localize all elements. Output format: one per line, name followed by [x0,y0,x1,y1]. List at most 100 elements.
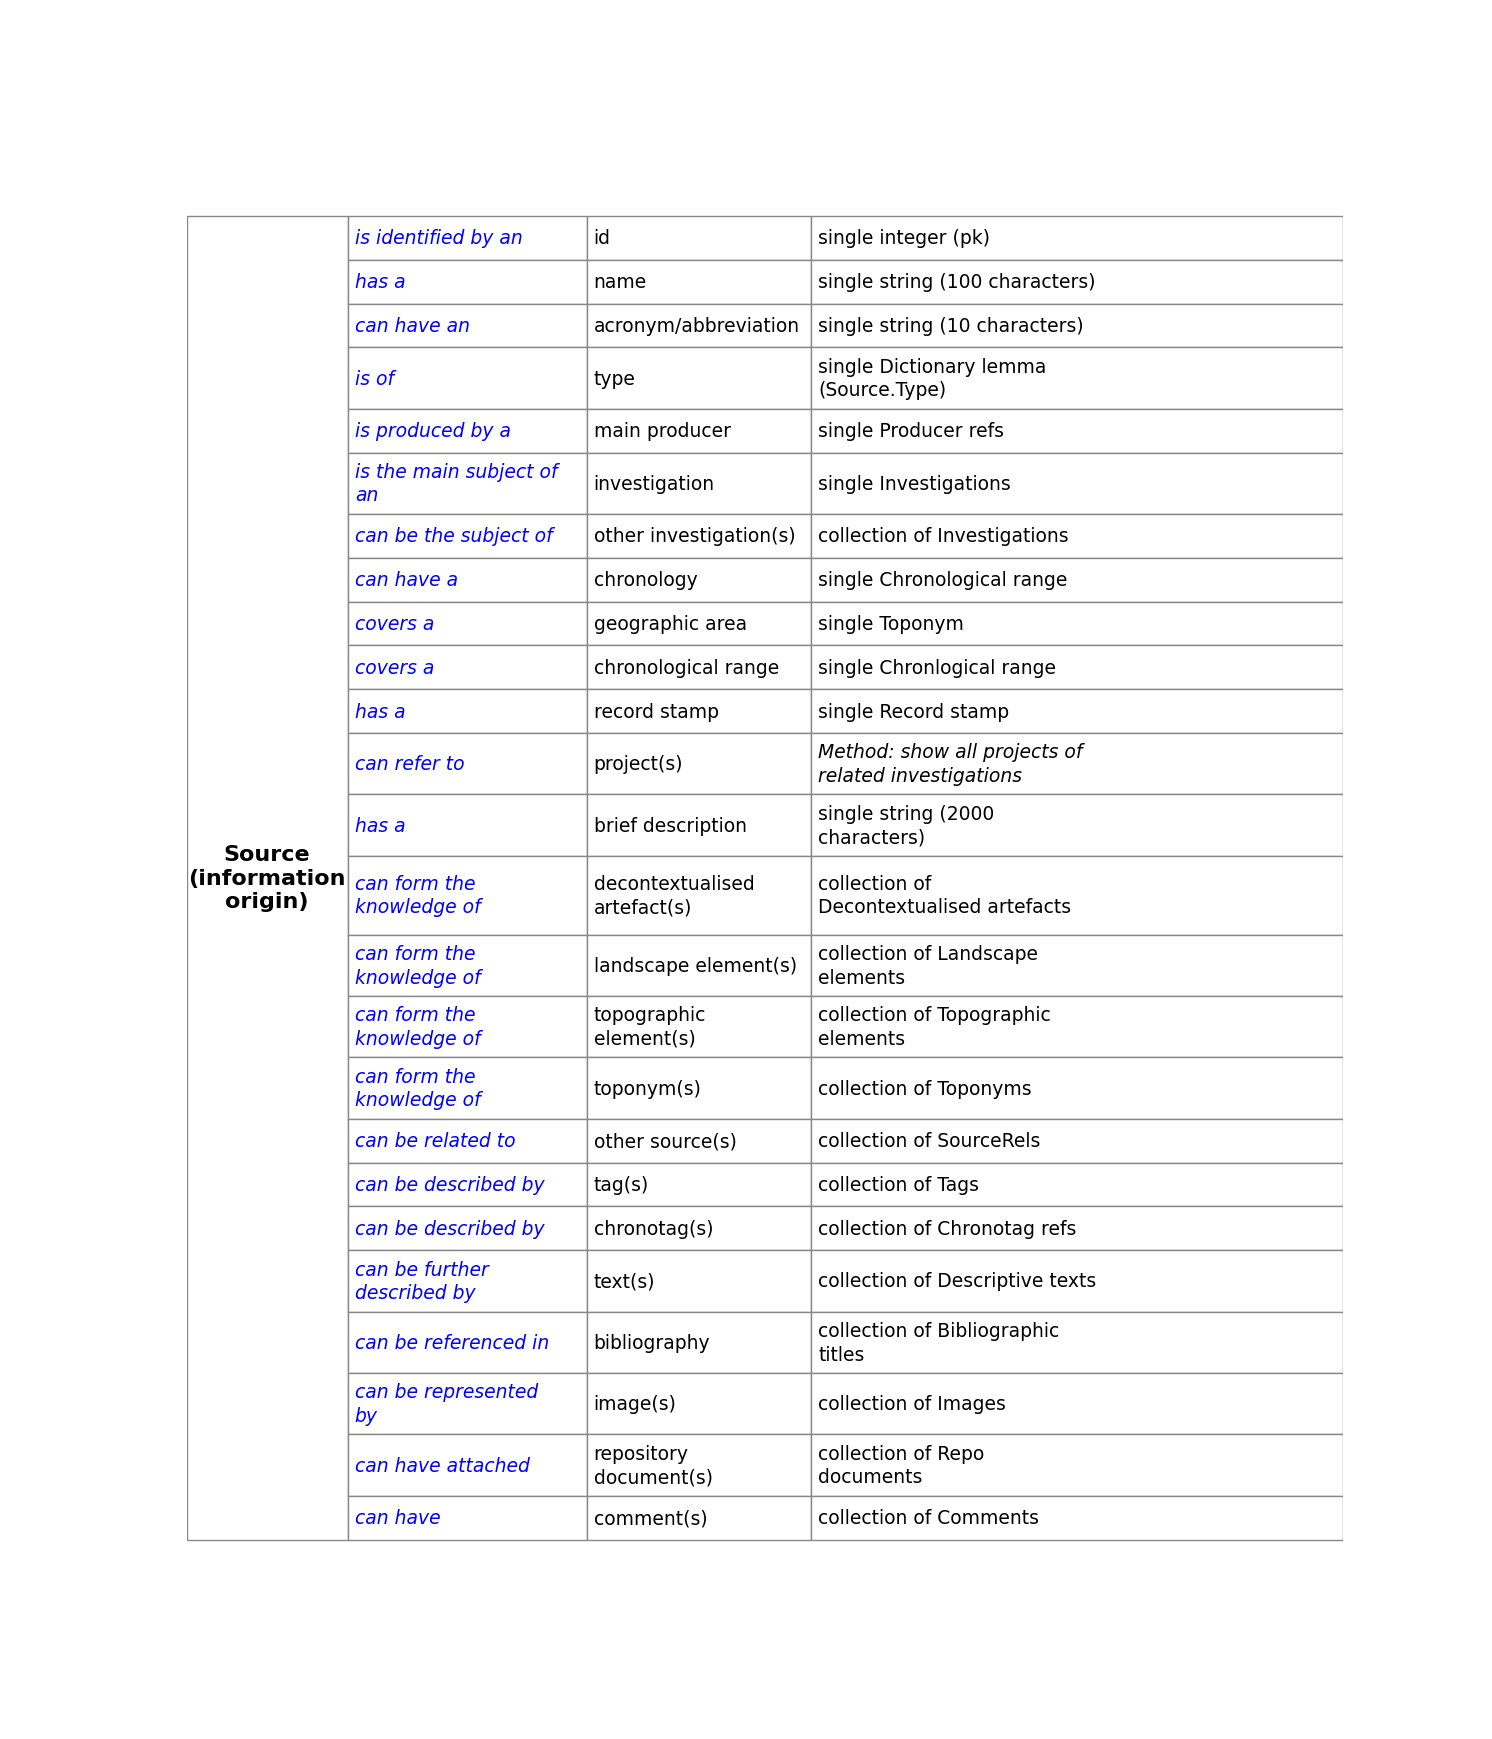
Bar [812,1311,1343,1374]
Bar [586,1250,812,1311]
Text: collection of Investigations: collection of Investigations [819,527,1070,546]
Text: project(s): project(s) [594,755,683,774]
Text: can have attached: can have attached [355,1456,530,1475]
Text: can be referenced in: can be referenced in [355,1334,549,1351]
Bar [812,856,1343,936]
Text: topographic
element(s): topographic element(s) [594,1005,706,1049]
Text: collection of Topographic
elements: collection of Topographic elements [819,1005,1052,1049]
Text: chronology: chronology [594,570,697,590]
Bar [348,936,586,996]
Bar [812,304,1343,348]
Bar [348,1207,586,1250]
Text: is the main subject of
an: is the main subject of an [355,463,558,504]
Bar [586,409,812,454]
Bar [348,996,586,1057]
Bar [348,1496,586,1539]
Text: single string (100 characters): single string (100 characters) [819,273,1097,292]
Text: can form the
knowledge of: can form the knowledge of [355,1005,480,1049]
Text: covers a: covers a [355,614,434,633]
Bar [812,602,1343,645]
Bar [348,856,586,936]
Text: text(s): text(s) [594,1271,655,1290]
Bar [348,1120,586,1163]
Bar [586,348,812,409]
Text: collection of Tags: collection of Tags [819,1176,979,1195]
Text: can be represented
by: can be represented by [355,1383,539,1426]
Bar [812,1374,1343,1435]
Text: can be described by: can be described by [355,1176,545,1195]
Text: can be further
described by: can be further described by [355,1261,488,1303]
Text: repository
document(s): repository document(s) [594,1443,713,1487]
Text: bibliography: bibliography [594,1334,710,1351]
Text: comment(s): comment(s) [594,1508,707,1527]
Bar [586,1120,812,1163]
Bar [812,795,1343,856]
Bar [348,454,586,515]
Bar [812,645,1343,690]
Text: toponym(s): toponym(s) [594,1078,701,1097]
Text: can form the
knowledge of: can form the knowledge of [355,944,480,988]
Text: can be the subject of: can be the subject of [355,527,552,546]
Text: investigation: investigation [594,475,715,494]
Bar [586,602,812,645]
Bar [812,515,1343,558]
Text: single integer (pk): single integer (pk) [819,230,991,249]
Text: chronological range: chronological range [594,659,779,678]
Text: collection of Comments: collection of Comments [819,1508,1040,1527]
Text: single Investigations: single Investigations [819,475,1012,494]
Text: single Dictionary lemma
(Source.Type): single Dictionary lemma (Source.Type) [819,358,1047,400]
Bar [812,261,1343,304]
Bar [812,409,1343,454]
Text: id: id [594,230,610,249]
Bar [586,1496,812,1539]
Bar [812,690,1343,734]
Text: tag(s): tag(s) [594,1176,649,1195]
Text: other investigation(s): other investigation(s) [594,527,795,546]
Text: collection of Images: collection of Images [819,1395,1006,1414]
Text: single Chronlogical range: single Chronlogical range [819,659,1056,678]
Bar [586,454,812,515]
Bar [586,856,812,936]
Bar [348,515,586,558]
Bar [586,1374,812,1435]
Bar [812,558,1343,602]
Bar [348,217,586,261]
Text: collection of Landscape
elements: collection of Landscape elements [819,944,1038,988]
Bar [586,261,812,304]
Bar [812,1250,1343,1311]
Text: landscape element(s): landscape element(s) [594,956,797,976]
Text: brief description: brief description [594,816,746,835]
Text: record stamp: record stamp [594,703,719,722]
Bar [812,348,1343,409]
Bar [348,690,586,734]
Bar [812,1120,1343,1163]
Bar [586,304,812,348]
Bar [586,690,812,734]
Text: main producer: main producer [594,423,731,442]
Text: name: name [594,273,646,292]
Text: geographic area: geographic area [594,614,746,633]
Bar [586,515,812,558]
Bar [348,734,586,795]
Bar [186,217,348,1539]
Bar [348,261,586,304]
Bar [812,1163,1343,1207]
Bar [348,304,586,348]
Text: can form the
knowledge of: can form the knowledge of [355,1068,480,1109]
Bar [586,645,812,690]
Text: can form the
knowledge of: can form the knowledge of [355,875,480,916]
Text: single Producer refs: single Producer refs [819,423,1004,442]
Text: has a: has a [355,816,406,835]
Bar [348,1374,586,1435]
Bar [812,996,1343,1057]
Text: can have a: can have a [355,570,458,590]
Bar [586,734,812,795]
Text: covers a: covers a [355,659,434,678]
Text: can be described by: can be described by [355,1219,545,1238]
Bar [812,217,1343,261]
Bar [348,558,586,602]
Bar [812,454,1343,515]
Text: can be related to: can be related to [355,1132,515,1151]
Text: has a: has a [355,273,406,292]
Text: collection of Bibliographic
titles: collection of Bibliographic titles [819,1322,1059,1363]
